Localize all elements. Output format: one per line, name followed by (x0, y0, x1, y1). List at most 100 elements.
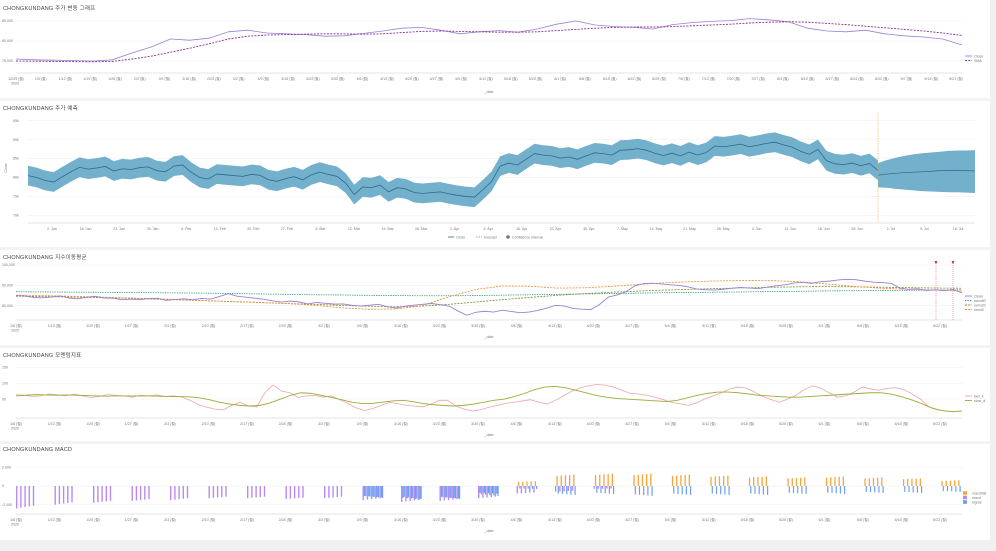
x-tick-label: 3/2 (월) (318, 323, 330, 328)
x-axis-label: _date (484, 529, 494, 533)
signal-bar (715, 486, 718, 494)
signal-bar (459, 486, 461, 499)
sma-line (15, 21, 963, 63)
x-tick-label: 1/27 (월) (125, 517, 139, 522)
x-tick-sublabel: 2020 (11, 82, 19, 86)
macdhist-bar (516, 486, 518, 494)
macdhist-bar (443, 486, 446, 501)
signal-bar (767, 486, 769, 495)
x-tick-label: 25. Jun (851, 227, 863, 231)
panel-divider (0, 247, 990, 250)
x-tick-label: 30. Jan (147, 227, 159, 231)
macdhist-bar (216, 486, 219, 498)
signal-bar (442, 486, 444, 497)
x-tick-label: 5/11 (월) (702, 517, 715, 522)
x-tick-label: 5/18 (월) (741, 421, 755, 426)
macdhist-bar (135, 486, 138, 501)
price-chart[interactable]: 85,000 80,000 75,000 12/29 (월) 1/5 (월) 1/12 (… (0, 1, 990, 98)
signal-bar (690, 486, 692, 495)
x-tick-label: 2/10 (월) (202, 421, 216, 426)
x-tick-label: 3/16 (월) (394, 323, 408, 328)
macdhist-bar (32, 486, 35, 506)
macd-bar (911, 478, 913, 486)
x-tick-label: 2. Apr (450, 227, 460, 231)
forecast-chart[interactable]: 95k 90k 85k 80k 75k 70k Close 2. Jan 16. Jan 23. … (0, 101, 990, 247)
x-tick-label: 8/31 (월) (875, 76, 889, 81)
ewm-chart[interactable]: 100,000 90,000 80,000 1/6 (월) 1/13 (월) 1/20 (… (0, 250, 990, 345)
macd-bar (522, 481, 524, 486)
macd-bar (791, 478, 793, 486)
signal-bar (416, 486, 418, 499)
x-tick-label: 21. May (683, 227, 696, 231)
macdhist-bar (597, 486, 600, 489)
macdhist-bar (263, 486, 266, 497)
signal-marker: ▼ (951, 260, 956, 266)
x-tick-label: 2/3 (월) (164, 517, 176, 522)
x-tick-label: 4. Jun (752, 227, 762, 231)
x-tick-label: 7/13 (월) (702, 76, 716, 81)
signal-bar (878, 486, 880, 493)
signal-bar (797, 486, 799, 494)
x-tick-label: 9/14 (월) (924, 76, 938, 81)
momentum-chart[interactable]: 150 100 50 1/6 (월) 1/13 (월) 1/20 (월) 1/27 (월) 2… (0, 348, 990, 441)
macd-bar (564, 475, 567, 486)
macdhist-bar (606, 486, 608, 489)
macd-bar (534, 481, 536, 486)
x-tick-label: 6. Feb (181, 227, 191, 231)
x-tick-label: 5/18 (월) (741, 323, 755, 328)
macd-bar (594, 475, 597, 486)
legend-label: signal (972, 500, 982, 504)
y-tick-label: 150 (2, 366, 8, 370)
macd-bar (877, 477, 879, 486)
macdhist-bar (221, 486, 223, 498)
x-tick-label: 2/23 (월) (207, 76, 221, 81)
y-tick-label: 80k (13, 176, 19, 180)
macd-bar (800, 477, 802, 486)
macdhist-bar (417, 486, 420, 500)
signal-bar (801, 486, 803, 494)
signal-bar (493, 486, 495, 496)
signal-bar (596, 486, 598, 493)
forecast-chart-title: CHONGKUNDANG 주가 예측 (3, 106, 78, 112)
x-tick-label: 4/13 (월) (548, 421, 562, 426)
macd-bar (710, 476, 712, 486)
x-tick-label: 1/12 (월) (59, 76, 73, 81)
macd-bar (611, 473, 613, 486)
macd-bar (757, 477, 759, 486)
macd-chart[interactable]: 2,000 0 -2,000 1/6 (월) 1/13 (월) 1/20 (월) 1/27 … (0, 444, 990, 540)
x-tick-label: 27. Feb (281, 227, 293, 231)
macdhist-bar (494, 486, 497, 497)
x-tick-label: 16. Apr (516, 227, 528, 231)
x-tick-label: 6/1 (월) (819, 323, 831, 328)
x-tick-label: 8/24 (월) (850, 76, 864, 81)
macd-bar (842, 476, 844, 486)
signal-bar (574, 486, 576, 495)
macdhist-bar (332, 486, 334, 498)
x-tick-label: 2/2 (월) (134, 76, 146, 81)
x-tick-label: 3/9 (월) (357, 323, 369, 328)
x-tick-label: 7/27 (월) (751, 76, 765, 81)
x-tick-label: 1/6 (월) (10, 517, 22, 522)
x-tick-label: 2/16 (월) (182, 76, 196, 81)
x-tick-label: 2/17 (월) (240, 421, 254, 426)
macdhist-bar (447, 486, 450, 501)
macd-bar (714, 476, 716, 486)
macd-bar (556, 475, 558, 486)
legend-label: Close (974, 54, 983, 58)
signal-bar (711, 486, 713, 494)
x-tick-label: 6/22 (월) (933, 421, 947, 426)
x-tick-label: 4/20 (월) (587, 421, 601, 426)
signal-bar (651, 486, 653, 496)
x-tick-label: 18. Jun (818, 227, 830, 231)
x-axis-label: _date (484, 90, 494, 94)
macd-bar (902, 479, 905, 486)
signal-bar (835, 486, 837, 494)
x-tick-label: 6/8 (월) (579, 76, 591, 81)
signal-bar (377, 486, 379, 498)
macdhist-bar (298, 486, 300, 498)
legend-label: forecast (484, 235, 497, 239)
macdhist-bar (131, 486, 133, 501)
x-tick-label: 2/3 (월) (164, 323, 176, 328)
macdhist-bar (148, 486, 150, 500)
macdhist-bar (54, 486, 56, 505)
